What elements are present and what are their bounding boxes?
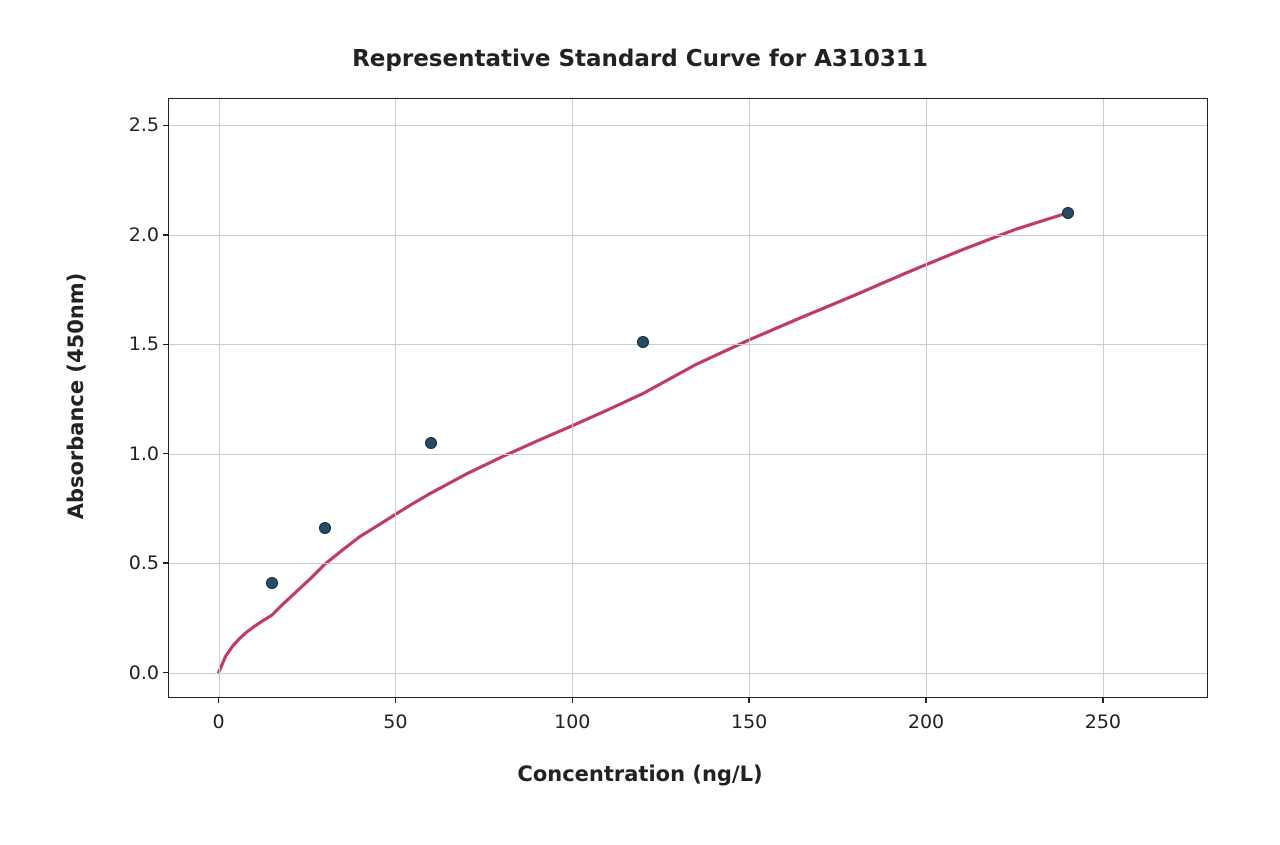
data-point bbox=[425, 437, 437, 449]
x-axis-label: Concentration (ng/L) bbox=[0, 762, 1280, 786]
plot-area: 0501001502002500.00.51.01.52.02.5 bbox=[168, 98, 1208, 698]
grid-line-horizontal bbox=[169, 454, 1207, 455]
x-tick-label: 100 bbox=[554, 711, 590, 733]
chart-container: Representative Standard Curve for A31031… bbox=[0, 0, 1280, 845]
grid-line-horizontal bbox=[169, 344, 1207, 345]
grid-line-vertical bbox=[1103, 99, 1104, 697]
tick-mark-x bbox=[1102, 697, 1104, 703]
tick-mark-y bbox=[163, 562, 169, 564]
y-tick-label: 0.5 bbox=[119, 552, 159, 574]
tick-mark-x bbox=[572, 697, 574, 703]
x-tick-label: 50 bbox=[383, 711, 407, 733]
grid-line-vertical bbox=[395, 99, 396, 697]
y-tick-label: 1.0 bbox=[119, 443, 159, 465]
grid-line-horizontal bbox=[169, 563, 1207, 564]
x-tick-label: 150 bbox=[731, 711, 767, 733]
tick-mark-y bbox=[163, 344, 169, 346]
chart-title: Representative Standard Curve for A31031… bbox=[0, 46, 1280, 72]
data-point bbox=[1062, 207, 1074, 219]
y-tick-label: 2.0 bbox=[119, 224, 159, 246]
grid-line-vertical bbox=[572, 99, 573, 697]
tick-mark-y bbox=[163, 453, 169, 455]
data-point bbox=[637, 336, 649, 348]
tick-mark-y bbox=[163, 234, 169, 236]
grid-line-horizontal bbox=[169, 125, 1207, 126]
y-tick-label: 2.5 bbox=[119, 114, 159, 136]
data-point bbox=[266, 577, 278, 589]
y-axis-label: Absorbance (450nm) bbox=[64, 256, 88, 536]
y-tick-label: 0.0 bbox=[119, 662, 159, 684]
grid-line-horizontal bbox=[169, 235, 1207, 236]
x-tick-label: 0 bbox=[212, 711, 224, 733]
tick-mark-x bbox=[395, 697, 397, 703]
fitted-curve bbox=[169, 99, 1209, 699]
data-point bbox=[319, 522, 331, 534]
y-tick-label: 1.5 bbox=[119, 333, 159, 355]
tick-mark-y bbox=[163, 125, 169, 127]
grid-line-vertical bbox=[926, 99, 927, 697]
tick-mark-x bbox=[748, 697, 750, 703]
tick-mark-y bbox=[163, 672, 169, 674]
grid-line-vertical bbox=[219, 99, 220, 697]
x-tick-label: 250 bbox=[1085, 711, 1121, 733]
grid-line-vertical bbox=[749, 99, 750, 697]
x-tick-label: 200 bbox=[908, 711, 944, 733]
tick-mark-x bbox=[218, 697, 220, 703]
tick-mark-x bbox=[925, 697, 927, 703]
curve-path bbox=[219, 213, 1068, 673]
grid-line-horizontal bbox=[169, 673, 1207, 674]
